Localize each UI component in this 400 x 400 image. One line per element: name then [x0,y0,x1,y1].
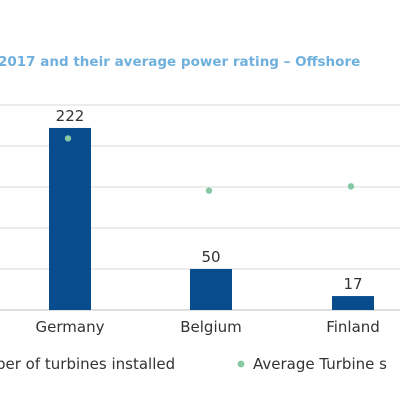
dot-series [64,135,355,194]
legend-marker-average [237,360,245,368]
chart-title: 2017 and their average power rating – Of… [0,54,360,70]
bar-belgium [190,269,232,310]
x-tick-germany: Germany [36,318,105,336]
dot-belgium [205,187,213,194]
bar-finland [332,296,374,310]
data-labels: 222 50 17 [56,107,363,293]
legend-label-turbines: ber of turbines installed [0,355,175,373]
data-label-germany: 222 [56,107,85,125]
x-tick-finland: Finland [326,318,380,336]
dot-finland [347,183,355,190]
bar-germany [49,127,91,311]
data-label-finland: 17 [343,275,362,293]
x-tick-belgium: Belgium [180,318,242,336]
data-label-belgium: 50 [201,248,220,266]
bar-series [49,127,374,311]
legend-label-average: Average Turbine s [253,355,387,373]
x-tick-labels: Germany Belgium Finland [36,318,380,336]
dot-germany [64,135,72,142]
legend: ber of turbines installed Average Turbine… [0,355,387,373]
